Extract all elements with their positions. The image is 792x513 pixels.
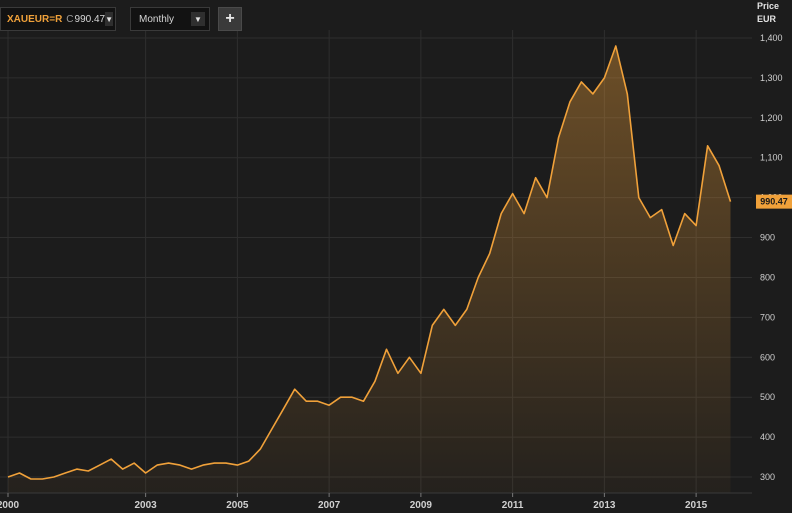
x-tick-label: 2015: [685, 500, 708, 511]
last-value: 990.47: [74, 13, 106, 25]
last-price-marker: 990.47: [756, 194, 792, 209]
chevron-down-icon[interactable]: ▼: [191, 12, 205, 26]
area-fill: [8, 46, 731, 493]
x-axis: 2000 2003 2005 2007 2009 2011 2013 2015: [0, 492, 752, 511]
symbol-label: XAUEUR=R: [7, 13, 63, 25]
plus-icon: +: [225, 10, 235, 27]
symbol-selector[interactable]: XAUEUR=R C 990.47 ▼: [0, 7, 116, 31]
price-axis-unit: EUR: [757, 14, 777, 24]
price-axis-title: Price: [757, 1, 779, 11]
y-tick-label: 300: [760, 472, 775, 482]
y-tick-label: 700: [760, 312, 775, 322]
y-tick-label: 900: [760, 233, 775, 243]
y-tick-label: 1,200: [760, 113, 783, 123]
x-tick-label: 2005: [226, 500, 249, 511]
y-tick-label: 1,100: [760, 153, 783, 163]
y-tick-label: 500: [760, 392, 775, 402]
last-price-badge: [756, 194, 792, 209]
x-tick-label: 2009: [410, 500, 433, 511]
chevron-down-icon[interactable]: ▼: [105, 12, 114, 26]
series-line: [7, 45, 732, 480]
interval-selector[interactable]: Monthly ▼: [130, 7, 210, 31]
y-tick-label: 1,300: [760, 73, 783, 83]
x-tick-label: 2000: [0, 500, 20, 511]
last-price-label: 990.47: [760, 197, 788, 207]
price-line: [7, 45, 732, 480]
y-tick-label: 800: [760, 272, 775, 282]
last-prefix: C: [66, 13, 74, 25]
y-tick-label: 600: [760, 352, 775, 362]
x-tick-label: 2011: [502, 500, 524, 511]
x-tick-label: 2013: [593, 500, 616, 511]
chart-toolbar: XAUEUR=R C 990.47 ▼ Monthly ▼ +: [0, 6, 242, 32]
y-axis: 3004005006007008009001,0001,1001,2001,30…: [760, 33, 783, 482]
add-series-button[interactable]: +: [218, 7, 242, 31]
y-tick-label: 1,400: [760, 33, 783, 43]
interval-label: Monthly: [139, 13, 175, 25]
area-shape: [8, 46, 731, 493]
y-tick-label: 400: [760, 432, 775, 442]
x-tick-label: 2007: [318, 500, 341, 511]
x-tick-label: 2003: [135, 500, 158, 511]
